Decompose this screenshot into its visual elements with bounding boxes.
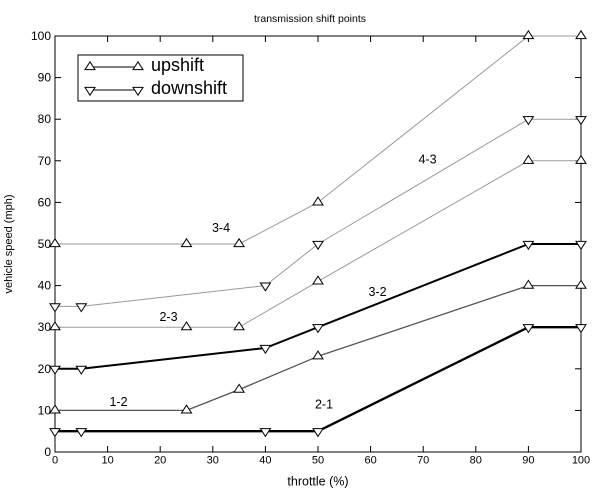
svg-text:0: 0 — [44, 445, 51, 459]
svg-text:90: 90 — [522, 455, 534, 467]
svg-text:10: 10 — [38, 403, 52, 417]
svg-text:2-3: 2-3 — [159, 310, 177, 324]
svg-text:50: 50 — [38, 237, 52, 251]
svg-text:0: 0 — [52, 455, 58, 467]
svg-text:70: 70 — [38, 154, 52, 168]
svg-text:30: 30 — [207, 455, 219, 467]
svg-text:20: 20 — [154, 455, 166, 467]
svg-text:100: 100 — [31, 29, 51, 43]
svg-text:90: 90 — [38, 71, 52, 85]
svg-text:40: 40 — [38, 279, 52, 293]
svg-text:2-1: 2-1 — [315, 398, 333, 412]
svg-text:4-3: 4-3 — [418, 153, 436, 167]
svg-text:80: 80 — [38, 112, 52, 126]
svg-text:60: 60 — [38, 195, 52, 209]
svg-text:70: 70 — [417, 455, 429, 467]
svg-text:downshift: downshift — [151, 78, 227, 98]
svg-text:throttle (%): throttle (%) — [287, 475, 348, 489]
svg-text:40: 40 — [259, 455, 271, 467]
svg-text:1-2: 1-2 — [109, 395, 127, 409]
svg-text:80: 80 — [470, 455, 482, 467]
svg-text:100: 100 — [572, 455, 590, 467]
svg-text:60: 60 — [364, 455, 376, 467]
svg-text:3-2: 3-2 — [368, 285, 386, 299]
svg-text:3-4: 3-4 — [212, 221, 230, 235]
svg-text:vehicle speed (mph): vehicle speed (mph) — [3, 194, 15, 293]
svg-text:upshift: upshift — [151, 55, 204, 75]
svg-text:transmission shift points: transmission shift points — [254, 13, 366, 25]
svg-text:30: 30 — [38, 320, 52, 334]
svg-text:20: 20 — [38, 362, 52, 376]
svg-text:10: 10 — [101, 455, 113, 467]
svg-text:50: 50 — [312, 455, 324, 467]
